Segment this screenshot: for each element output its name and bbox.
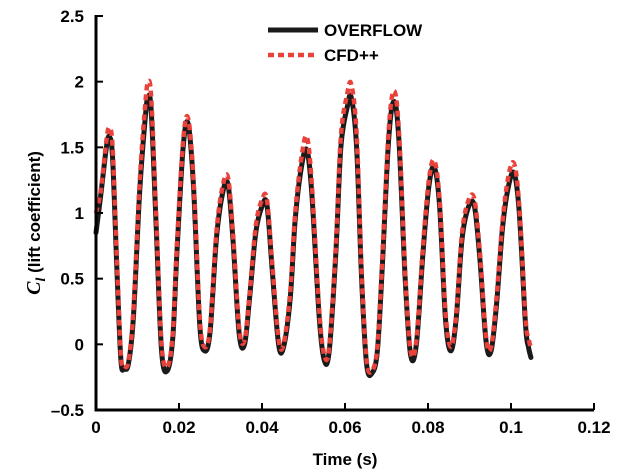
y-ticks: –0.5 0 0.5 1 1.5 2 2.5 [51,7,103,420]
y-tick-label: 0.5 [60,270,84,289]
legend: OVERFLOW CFD++ [268,21,423,65]
legend-label: CFD++ [324,46,379,65]
x-tick-label: 0.08 [411,418,444,437]
x-axis-title: Time (s) [313,450,378,469]
y-tick-label: –0.5 [51,401,84,420]
x-tick-label: 0 [91,418,100,437]
x-tick-label: 0.12 [577,418,610,437]
y-axis-text: (lift coefficient) [25,151,44,278]
y-tick-label: 2.5 [60,7,84,26]
y-axis-symbol: C [23,281,45,295]
plot-lines [93,78,534,378]
x-tick-label: 0.04 [245,418,279,437]
y-tick-label: 0 [75,335,84,354]
x-tick-label: 0.06 [328,418,361,437]
y-axis-title: Cl (lift coefficient) [23,151,49,295]
x-tick-label: 0.02 [162,418,195,437]
x-ticks: 0 0.02 0.04 0.06 0.08 0.1 0.12 [91,403,611,437]
y-tick-label: 1 [75,204,84,223]
series-line-cfdpp [93,78,534,375]
y-tick-label: 1.5 [60,138,84,157]
y-axis-subscript: l [34,278,49,282]
legend-label: OVERFLOW [324,21,423,40]
y-tick-label: 2 [75,73,84,92]
x-tick-label: 0.1 [499,418,523,437]
